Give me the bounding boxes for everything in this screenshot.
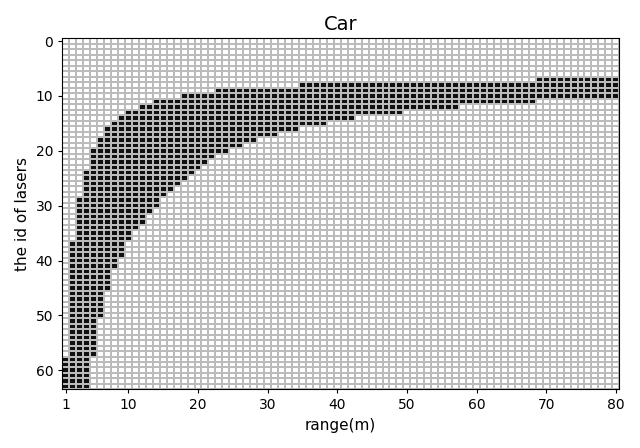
Title: Car: Car xyxy=(324,15,358,34)
Y-axis label: the id of lasers: the id of lasers xyxy=(15,157,30,271)
X-axis label: range(m): range(m) xyxy=(305,418,376,433)
